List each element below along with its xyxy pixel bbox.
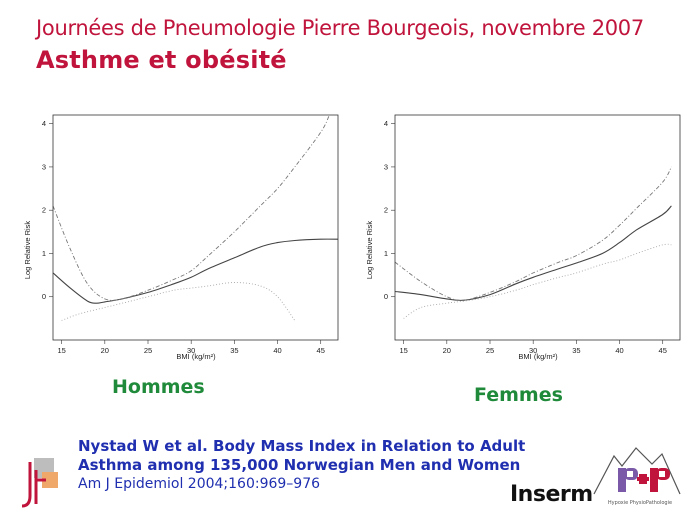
y-tick-label: 0 (384, 292, 388, 301)
x-tick-labels: 15 20 25 30 35 40 45 (57, 340, 325, 355)
slide-title: Asthme et obésité (36, 46, 287, 74)
y-axis-label: Log Relative Risk (23, 221, 32, 280)
x-tick-label: 20 (101, 346, 109, 355)
series-line-solid (52, 238, 339, 304)
x-tick-label: 20 (443, 346, 451, 355)
x-tick-label: 45 (659, 346, 667, 355)
x-tick-label: 35 (230, 346, 238, 355)
series-line-dotted (61, 282, 296, 321)
y-tick-label: 2 (42, 206, 46, 215)
y-tick-label: 4 (42, 119, 46, 128)
citation-line-2: Asthma among 135,000 Norwegian Men and W… (78, 456, 521, 474)
hypoxie-physiopathologie-logo-icon: Hypoxie PhysioPathologie (593, 447, 681, 506)
x-tick-label: 30 (187, 346, 195, 355)
chart-femmes: Log Relative Risk 0 1 2 3 4 15 20 25 30 35 40 45 B… (365, 114, 681, 361)
y-tick-label: 0 (42, 292, 46, 301)
y-axis-label: Log Relative Risk (365, 221, 374, 280)
x-tick-label: 15 (399, 346, 407, 355)
citation-line-1: Nystad W et al. Body Mass Index in Relat… (78, 437, 526, 455)
y-tick-labels: 0 1 2 3 4 (42, 119, 53, 301)
series-line-solid (394, 205, 672, 301)
series-line-dotted (403, 243, 672, 319)
chart-hommes: Log Relative Risk 0 1 2 3 4 15 20 25 30 35 40 45 B… (23, 114, 339, 361)
x-tick-label: 30 (529, 346, 537, 355)
x-tick-label: 40 (615, 346, 623, 355)
x-axis-label: BMI (kg/m²) (518, 352, 558, 361)
series-layer (52, 114, 339, 321)
x-tick-labels: 15 20 25 30 35 40 45 (399, 340, 667, 355)
php-caption: Hypoxie PhysioPathologie (608, 500, 672, 506)
series-layer (394, 166, 672, 319)
y-tick-label: 1 (42, 249, 46, 258)
x-tick-label: 25 (486, 346, 494, 355)
panel-label-femmes: Femmes (474, 384, 563, 406)
citation-line-3: Am J Epidemiol 2004;160:969–976 (78, 476, 321, 492)
y-tick-label: 4 (384, 119, 388, 128)
plot-frame (394, 114, 681, 341)
y-tick-labels: 0 1 2 3 4 (384, 119, 395, 301)
y-tick-label: 2 (384, 206, 388, 215)
panel-label-hommes: Hommes (112, 376, 205, 398)
y-tick-label: 3 (384, 162, 388, 171)
citation-block: Nystad W et al. Body Mass Index in Relat… (78, 437, 525, 494)
jf-logo-icon (21, 458, 58, 508)
series-line-dashed (394, 166, 672, 301)
series-line-dashed (52, 114, 330, 301)
x-tick-label: 35 (572, 346, 580, 355)
x-axis-label: BMI (kg/m²) (176, 352, 216, 361)
x-tick-label: 15 (57, 346, 65, 355)
inserm-logo: Inserm (510, 482, 593, 507)
plot-frame (52, 114, 339, 341)
y-tick-label: 3 (42, 162, 46, 171)
x-tick-label: 40 (273, 346, 281, 355)
y-tick-label: 1 (384, 249, 388, 258)
x-tick-label: 45 (317, 346, 325, 355)
event-title: Journées de Pneumologie Pierre Bourgeois… (36, 16, 644, 40)
x-tick-label: 25 (144, 346, 152, 355)
